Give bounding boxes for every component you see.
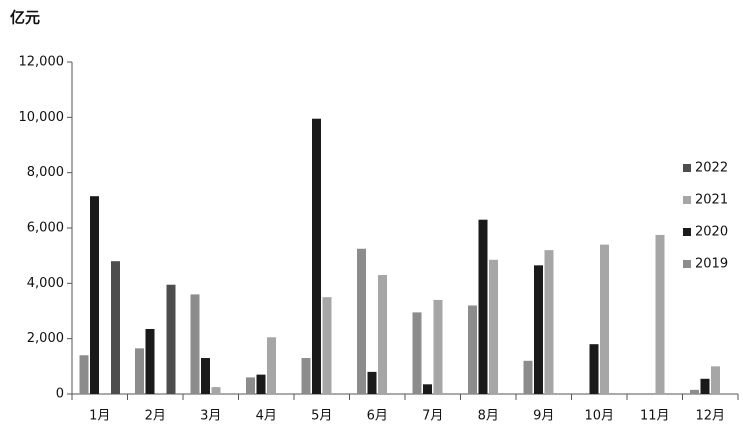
legend-label: 2021 <box>695 193 728 208</box>
legend-swatch <box>683 260 691 268</box>
legend-swatch <box>683 164 691 172</box>
y-tick-label: 0 <box>56 387 64 402</box>
legend-swatch <box>683 228 691 236</box>
y-tick-label: 10,000 <box>19 110 65 125</box>
x-tick-label: 8月 <box>478 409 499 424</box>
bar <box>256 374 266 394</box>
y-tick-label: 6,000 <box>27 221 64 236</box>
bar <box>433 299 443 394</box>
bar <box>489 259 498 394</box>
x-tick-label: 2月 <box>145 409 166 424</box>
x-tick-label: 11月 <box>640 409 670 424</box>
bar <box>589 344 599 394</box>
bar <box>468 305 477 394</box>
y-tick-label: 12,000 <box>19 55 65 70</box>
bar <box>544 250 554 394</box>
y-axis-label: 亿元 <box>10 9 40 27</box>
bar <box>690 389 699 394</box>
bar <box>322 297 332 394</box>
x-tick-label: 3月 <box>200 409 221 424</box>
x-tick-label: 4月 <box>256 409 277 424</box>
legend-label: 2020 <box>695 225 728 240</box>
bar <box>423 384 432 394</box>
bar <box>246 377 255 394</box>
bar <box>211 387 221 394</box>
bar <box>412 312 422 394</box>
x-tick-label: 12月 <box>695 409 725 424</box>
bar <box>655 234 665 394</box>
bar <box>700 378 710 394</box>
bar <box>711 366 720 394</box>
x-tick-label: 1月 <box>89 409 110 424</box>
y-tick-label: 2,000 <box>27 331 64 346</box>
bar <box>190 294 200 394</box>
bar <box>79 355 89 394</box>
bar <box>166 284 176 394</box>
bar <box>357 248 366 394</box>
bar <box>378 275 387 394</box>
bar <box>534 265 543 394</box>
bar <box>267 337 276 394</box>
bar <box>312 118 321 394</box>
x-tick-label: 10月 <box>584 409 614 424</box>
bar <box>301 358 311 394</box>
bar <box>90 196 99 394</box>
bar <box>111 261 120 394</box>
legend-label: 2022 <box>695 161 728 176</box>
x-tick-label: 5月 <box>311 409 332 424</box>
x-tick-label: 6月 <box>367 409 388 424</box>
y-tick-label: 4,000 <box>27 276 64 291</box>
x-tick-label: 7月 <box>422 409 443 424</box>
legend-label: 2019 <box>695 257 728 272</box>
bar <box>478 219 488 394</box>
y-tick-label: 8,000 <box>27 165 64 180</box>
bar <box>145 328 155 394</box>
bar <box>367 371 377 394</box>
bar <box>523 360 533 394</box>
bar <box>600 244 609 394</box>
legend-swatch <box>683 196 691 204</box>
bar <box>201 358 210 394</box>
x-tick-label: 9月 <box>533 409 554 424</box>
bar <box>135 348 144 394</box>
